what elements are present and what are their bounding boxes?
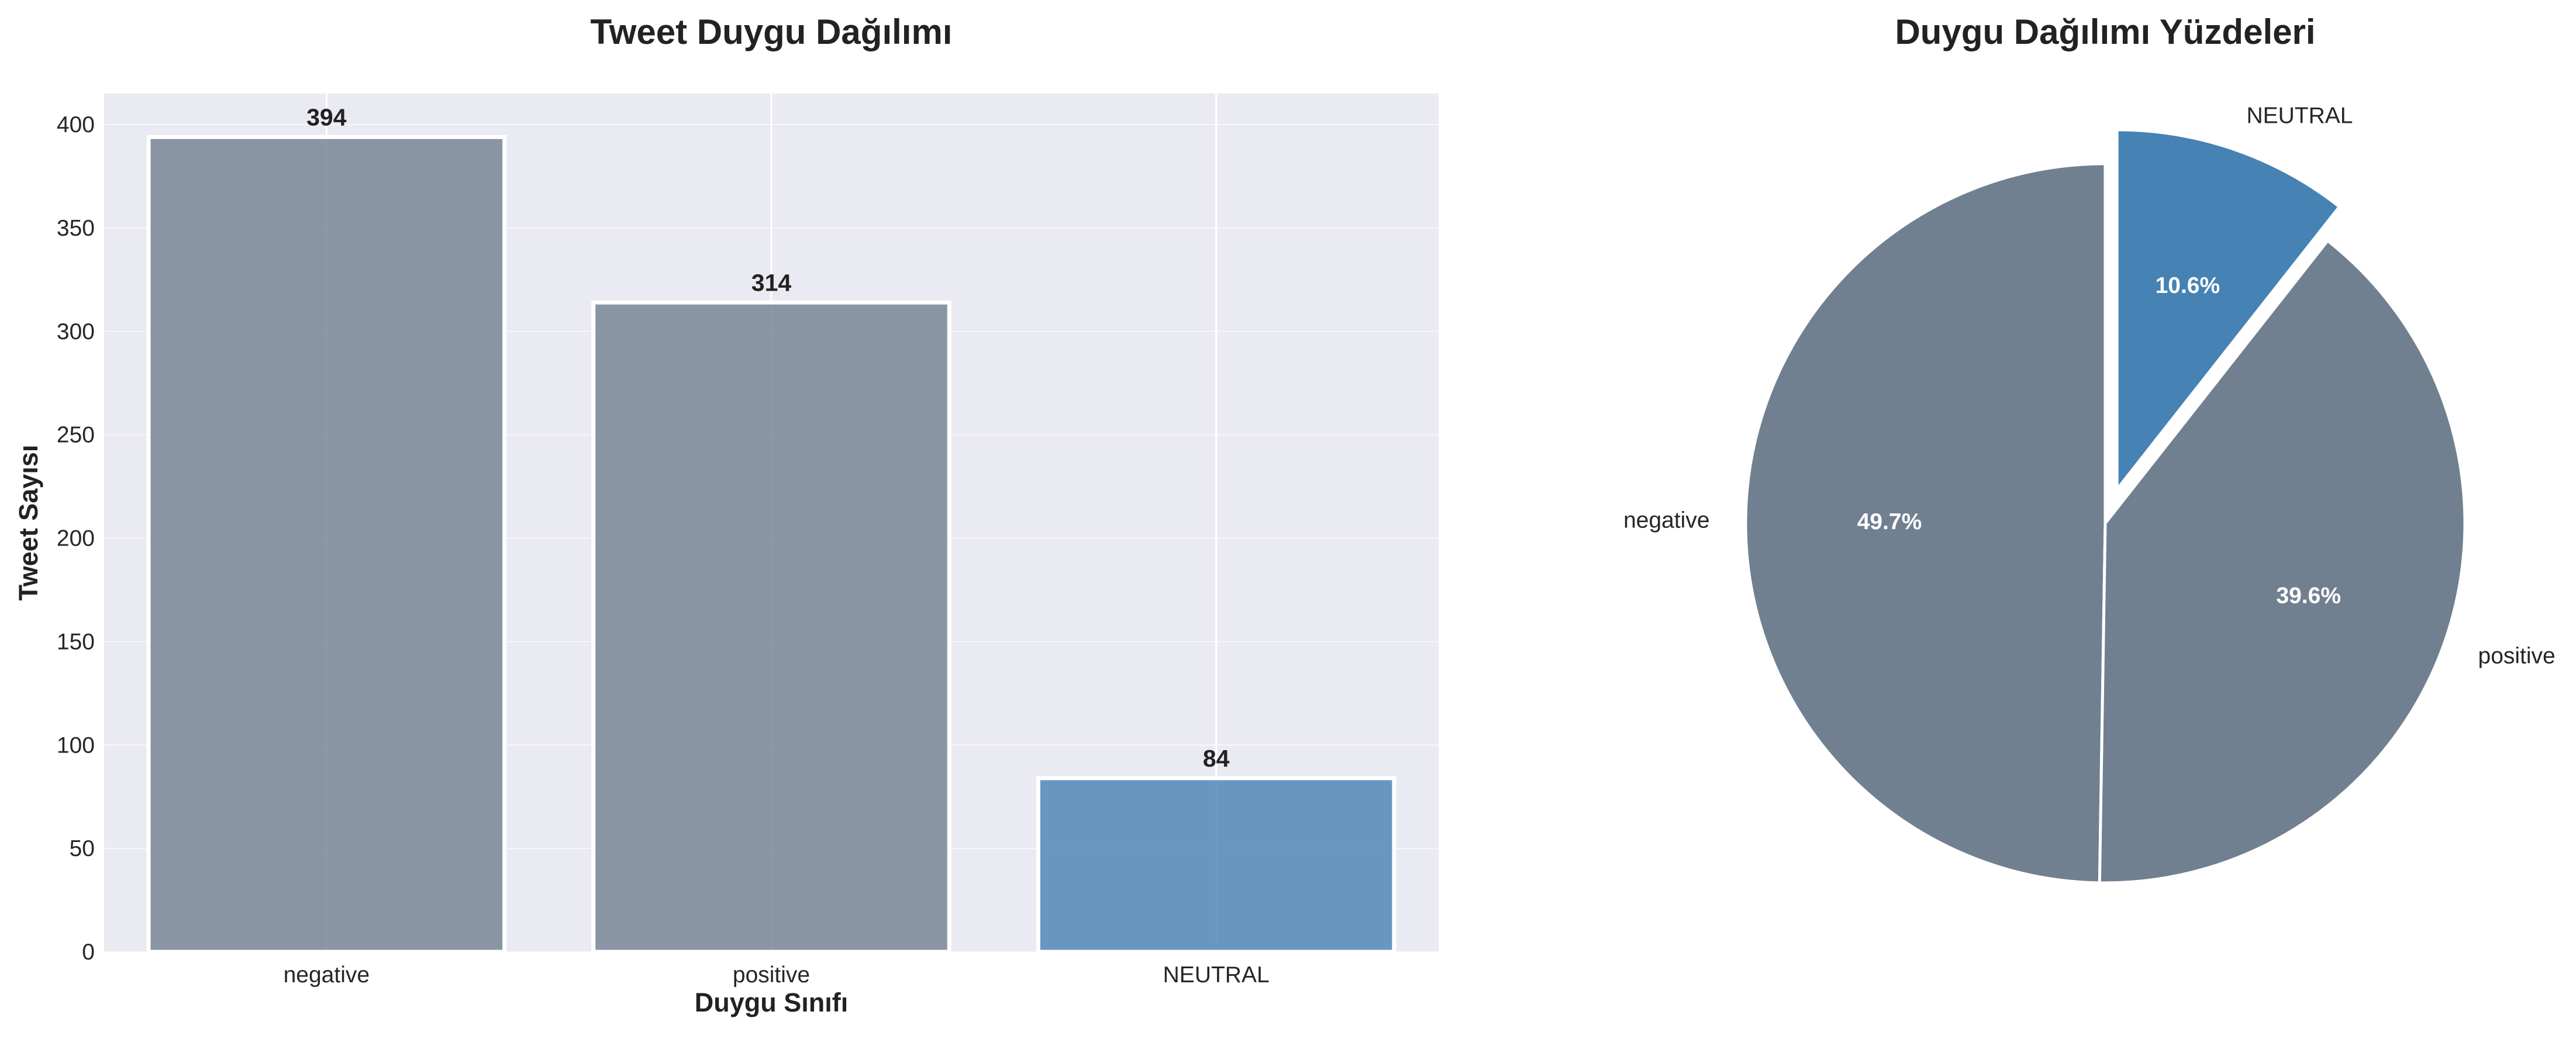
y-tick-label: 400 [57, 112, 95, 137]
pie-category-label: positive [2478, 643, 2556, 668]
bar-value-label: 314 [751, 269, 792, 296]
bar-value-label: 84 [1203, 745, 1230, 772]
pie-chart-title: Duygu Dağılımı Yüzdeleri [1895, 12, 2315, 51]
y-tick-label: 150 [57, 629, 95, 654]
bar-negative [146, 134, 507, 954]
bar-x-ticks: negative positive NEUTRAL [284, 962, 1270, 988]
pie-category-label: negative [1623, 508, 1709, 533]
pie-wedges [1744, 128, 2467, 885]
pie-category-label: NEUTRAL [2246, 103, 2353, 129]
pie-slice-negative [1744, 162, 2107, 885]
pie-chart: negative 49.7% positive 39.6% NEUTRAL 10.6% D… [1623, 12, 2556, 885]
pie-slice-positive [2098, 239, 2467, 885]
y-tick-label: 200 [57, 526, 95, 551]
bar-neutral [1036, 776, 1396, 954]
x-tick-label: NEUTRAL [1163, 962, 1270, 988]
y-tick-label: 0 [82, 940, 95, 965]
pie-labels: negative 49.7% positive 39.6% NEUTRAL 10.6% [1623, 103, 2556, 669]
x-tick-label: negative [284, 962, 370, 988]
pie-percent-label: 49.7% [1857, 509, 1922, 534]
pie-slice-neutral [2115, 128, 2341, 494]
bar-value-labels: 394 314 84 [306, 103, 1230, 772]
bar-marks [146, 134, 1396, 954]
bar-positive [591, 300, 951, 954]
pie-percent-label: 39.6% [2276, 583, 2341, 608]
bar-chart: 0 50 100 150 200 250 300 350 400 negative positiv… [13, 12, 1439, 1017]
bar-chart-title: Tweet Duygu Dağılımı [591, 12, 953, 51]
bar-x-axis-label: Duygu Sınıfı [695, 988, 849, 1017]
y-tick-label: 350 [57, 216, 95, 241]
x-tick-label: positive [733, 962, 810, 988]
y-tick-label: 50 [70, 836, 95, 861]
pie-percent-label: 10.6% [2156, 273, 2220, 298]
bar-y-axis-label: Tweet Sayısı [13, 445, 43, 601]
y-tick-label: 100 [57, 733, 95, 758]
y-tick-label: 300 [57, 319, 95, 344]
bar-y-ticks: 0 50 100 150 200 250 300 350 400 [57, 112, 95, 965]
bar-value-label: 394 [306, 103, 347, 130]
y-tick-label: 250 [57, 423, 95, 448]
